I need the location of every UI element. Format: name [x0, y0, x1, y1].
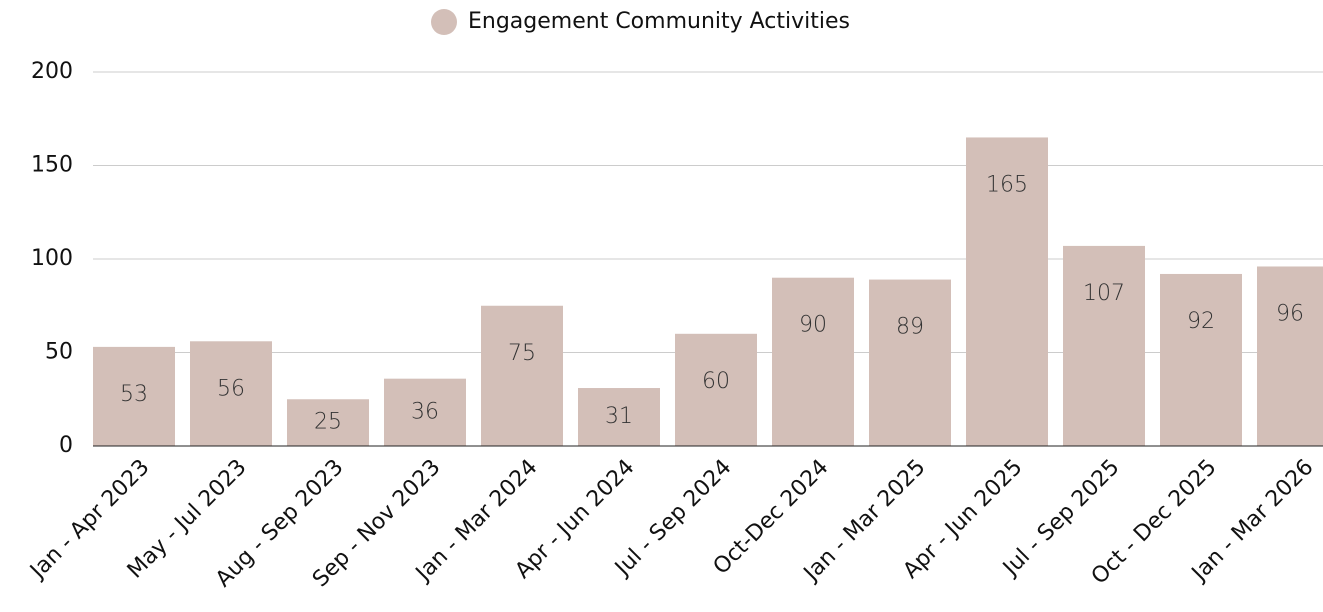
bar [190, 341, 272, 446]
bar [1160, 273, 1242, 446]
bar [384, 378, 466, 446]
value-label: 75 [508, 341, 536, 366]
legend-label: Engagement Community Activities [468, 9, 850, 34]
value-label: 107 [1083, 281, 1125, 306]
value-label: 90 [799, 313, 827, 338]
y-tick-label: 200 [31, 59, 73, 84]
legend-swatch [431, 9, 457, 35]
bar [481, 305, 563, 446]
value-label: 53 [120, 382, 148, 407]
value-label: 165 [986, 172, 1028, 197]
bar [93, 346, 175, 446]
bar [966, 137, 1048, 446]
bar [287, 399, 369, 446]
bar [772, 277, 854, 446]
value-label: 89 [896, 315, 924, 340]
bar [1063, 245, 1145, 446]
y-tick-label: 100 [31, 246, 73, 271]
y-tick-label: 150 [31, 153, 73, 178]
value-label: 92 [1187, 309, 1215, 334]
value-label: 25 [314, 410, 342, 435]
bar [1257, 266, 1323, 446]
value-label: 31 [605, 404, 633, 429]
bar [578, 388, 660, 446]
bar [675, 333, 757, 446]
y-tick-label: 50 [45, 340, 73, 365]
value-label: 56 [217, 376, 245, 401]
bar [869, 279, 951, 446]
value-label: 60 [702, 369, 730, 394]
value-label: 36 [411, 399, 439, 424]
y-tick-label: 0 [59, 433, 73, 458]
value-label: 96 [1276, 301, 1304, 326]
